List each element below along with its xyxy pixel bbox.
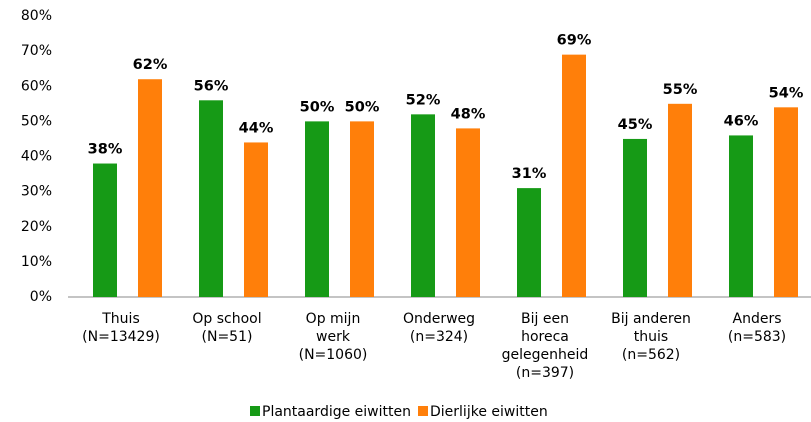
bar xyxy=(199,100,223,297)
x-tick-label: Op school (N=51) xyxy=(192,311,261,345)
value-label: 62% xyxy=(133,57,168,73)
bar xyxy=(729,135,753,297)
legend-swatch xyxy=(250,406,260,416)
bar xyxy=(562,54,586,298)
y-tick-label: 70% xyxy=(21,43,52,59)
bar xyxy=(668,103,692,297)
x-tick-label: Onderweg (n=324) xyxy=(403,311,475,345)
value-label: 31% xyxy=(512,166,547,182)
bar xyxy=(456,128,480,297)
bar xyxy=(623,138,647,297)
y-tick-label: 10% xyxy=(21,254,52,270)
legend-label: Plantaardige eiwitten xyxy=(262,404,411,420)
y-tick-label: 0% xyxy=(30,289,52,305)
value-label: 44% xyxy=(239,120,274,136)
bar xyxy=(350,121,374,297)
value-label: 50% xyxy=(300,99,335,115)
y-tick-label: 60% xyxy=(21,78,52,94)
y-tick-label: 50% xyxy=(21,113,52,129)
y-tick-label: 80% xyxy=(21,8,52,24)
value-label: 48% xyxy=(451,106,486,122)
value-label: 54% xyxy=(769,85,804,101)
bar xyxy=(138,79,162,297)
value-label: 69% xyxy=(557,33,592,49)
y-tick-label: 20% xyxy=(21,219,52,235)
y-tick-label: 40% xyxy=(21,149,52,165)
value-label: 50% xyxy=(345,99,380,115)
bar xyxy=(517,188,541,297)
value-label: 38% xyxy=(88,142,123,158)
x-tick-label: Anders (n=583) xyxy=(728,311,786,345)
bar xyxy=(93,163,117,297)
y-tick-label: 30% xyxy=(21,184,52,200)
legend-swatch xyxy=(418,406,428,416)
bar xyxy=(244,142,268,297)
value-label: 46% xyxy=(724,113,759,129)
bar xyxy=(411,114,435,297)
value-label: 56% xyxy=(194,78,229,94)
value-label: 52% xyxy=(406,92,441,108)
x-tick-label: Thuis (N=13429) xyxy=(82,311,160,345)
x-tick-label: Op mijn werk (N=1060) xyxy=(299,311,368,363)
bar xyxy=(305,121,329,297)
legend-label: Dierlijke eiwitten xyxy=(430,404,548,420)
x-tick-label: Bij anderen thuis (n=562) xyxy=(611,311,691,363)
bar xyxy=(774,107,798,297)
value-label: 55% xyxy=(663,82,698,98)
value-label: 45% xyxy=(618,117,653,133)
x-tick-label: Bij een horeca gelegenheid (n=397) xyxy=(502,311,589,381)
